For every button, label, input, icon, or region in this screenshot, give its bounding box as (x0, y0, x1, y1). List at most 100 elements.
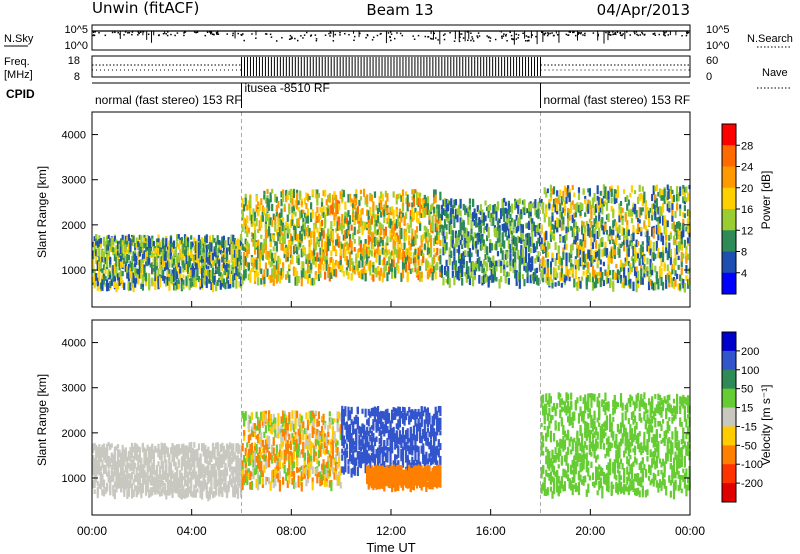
heatmap-cell (507, 203, 510, 210)
heatmap-cell (607, 196, 610, 203)
nsearch-point (212, 33, 215, 36)
heatmap-cell (272, 213, 275, 221)
heatmap-cell (152, 480, 155, 487)
heatmap-cell (296, 275, 299, 286)
heatmap-cell (225, 267, 229, 277)
heatmap-cell (176, 241, 179, 248)
nsearch-point (127, 32, 129, 34)
heatmap-cell (289, 240, 292, 250)
heatmap-cell (573, 204, 576, 210)
heatmap-cell (199, 266, 202, 275)
heatmap-cell (152, 464, 155, 475)
heatmap-cell (554, 257, 557, 267)
heatmap-cell (654, 253, 657, 260)
heatmap-cell (679, 274, 682, 282)
heatmap-cell (665, 234, 668, 240)
heatmap-cell (598, 214, 601, 222)
heatmap-cell (327, 204, 330, 212)
heatmap-cell (138, 269, 141, 279)
heatmap-cell (311, 277, 314, 286)
heatmap-cell (398, 221, 401, 230)
nsearch-point (524, 39, 527, 42)
heatmap-cell (364, 221, 367, 230)
heatmap-cell (535, 227, 539, 233)
heatmap-cell (643, 271, 646, 278)
nsearch-point (621, 34, 623, 37)
heatmap-cell (109, 280, 112, 288)
heatmap-cell (336, 233, 339, 240)
heatmap-cell (151, 252, 154, 258)
heatmap-cell (271, 252, 274, 262)
heatmap-cell (528, 253, 531, 263)
heatmap-cell (392, 227, 395, 237)
nsearch-point (663, 34, 665, 36)
heatmap-cell (267, 218, 271, 227)
heatmap-cell (224, 249, 227, 258)
heatmap-cell (322, 205, 325, 215)
heatmap-cell (588, 200, 591, 210)
heatmap-cell (535, 267, 539, 274)
heatmap-cell (476, 258, 479, 264)
heatmap-cell (482, 268, 486, 273)
heatmap-cell (188, 467, 191, 474)
heatmap-cell (95, 239, 98, 246)
heatmap-cell (495, 260, 498, 268)
heatmap-cell (566, 269, 570, 277)
heatmap-cell (445, 231, 448, 240)
heatmap-cell (674, 248, 677, 259)
heatmap-cell (383, 214, 386, 224)
heatmap-cell (496, 238, 500, 244)
heatmap-cell (303, 248, 306, 254)
heatmap-cell (381, 240, 384, 246)
heatmap-cell (152, 246, 155, 252)
heatmap-cell (609, 256, 612, 263)
heatmap-cell (157, 247, 160, 257)
heatmap-cell (448, 212, 451, 219)
heatmap-cell (447, 266, 450, 273)
heatmap-cell (501, 232, 504, 242)
heatmap-cell (635, 271, 638, 278)
heatmap-cell (152, 484, 155, 493)
heatmap-cell (216, 248, 219, 256)
nsearch-point (435, 37, 437, 39)
heatmap-cell (324, 255, 327, 263)
heatmap-cell (246, 261, 249, 268)
heatmap-cell (467, 215, 470, 225)
heatmap-cell (607, 213, 610, 222)
heatmap-cell (627, 229, 630, 237)
heatmap-cell (174, 266, 177, 274)
heatmap-cell (595, 282, 598, 288)
heatmap-cell (358, 271, 361, 278)
heatmap-cell (674, 210, 677, 219)
nsearch-point (506, 39, 508, 42)
heatmap-cell (658, 188, 662, 198)
heatmap-cell (686, 218, 690, 227)
heatmap-cell (370, 194, 373, 202)
heatmap-cell (281, 235, 285, 243)
heatmap-cell (624, 213, 627, 220)
heatmap-cell (531, 238, 534, 248)
heatmap-cell (129, 282, 132, 291)
heatmap-cell (456, 270, 459, 280)
heatmap-cell (102, 480, 106, 489)
heatmap-cell (176, 470, 179, 480)
heatmap-cell (666, 184, 669, 191)
nsearch-point (344, 32, 346, 35)
heatmap-cell (183, 481, 187, 487)
heatmap-cell (406, 198, 409, 206)
heatmap-cell (289, 219, 292, 229)
heatmap-cell (255, 241, 258, 248)
heatmap-cell (130, 487, 134, 494)
heatmap-cell (95, 256, 98, 264)
heatmap-cell (247, 246, 250, 254)
heatmap-cell (297, 241, 300, 250)
heatmap-cell (459, 221, 462, 232)
heatmap-cell (686, 269, 690, 275)
heatmap-cell (507, 272, 510, 277)
heatmap-cell (384, 242, 387, 249)
heatmap-cell (548, 203, 551, 209)
heatmap-cell (342, 234, 345, 241)
heatmap-cell (601, 271, 604, 281)
heatmap-cell (158, 455, 162, 460)
nsearch-point (315, 39, 318, 42)
